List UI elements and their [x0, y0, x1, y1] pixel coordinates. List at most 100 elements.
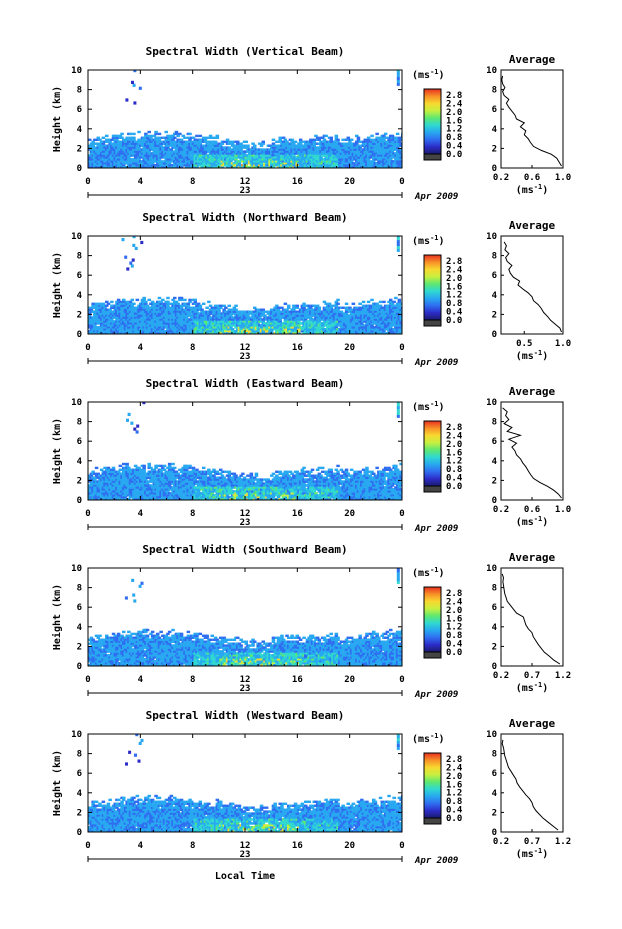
heatmap-cell: [120, 308, 124, 311]
heatmap-cell: [373, 326, 378, 329]
heatmap-cell: [222, 328, 226, 331]
heatmap-cell: [101, 154, 106, 157]
heatmap-cell: [116, 310, 121, 313]
heatmap-cell: [162, 166, 167, 168]
heatmap-cell: [387, 138, 391, 141]
heatmap-cell: [399, 154, 402, 157]
avg-y-tick-label: 10: [486, 232, 497, 242]
heatmap-cell: [186, 158, 191, 161]
heatmap-cell: [229, 326, 233, 329]
heatmap-cell: [98, 150, 102, 153]
heatmap-cell: [375, 136, 379, 139]
heatmap-cell: [366, 300, 371, 304]
heatmap-cell: [174, 300, 179, 304]
heatmap-cell: [310, 322, 315, 325]
heatmap-cell: [127, 322, 131, 325]
heatmap-cell: [161, 324, 165, 327]
heatmap-cell: [123, 310, 128, 313]
heatmap-cell: [390, 310, 395, 313]
heatmap-cell: [353, 308, 357, 311]
heatmap-cell: [122, 152, 126, 155]
heatmap-cell: [387, 316, 391, 319]
heatmap-cell: [256, 308, 260, 311]
heatmap-cell: [370, 332, 374, 334]
heatmap-cell: [290, 138, 294, 141]
heatmap-cell: [361, 300, 366, 304]
heatmap-cell: [258, 312, 262, 315]
heatmap-cell: [111, 136, 116, 139]
heatmap-cell: [287, 304, 291, 307]
heatmap-cell: [324, 148, 328, 151]
heatmap-cell: [125, 98, 129, 102]
heatmap-cell: [278, 326, 282, 329]
heatmap-cell: [259, 164, 264, 167]
heatmap-cell: [133, 316, 138, 319]
heatmap-cell: [271, 138, 276, 141]
heatmap-cell: [93, 148, 97, 151]
heatmap-cell: [297, 324, 301, 327]
heatmap-cell: [244, 164, 248, 167]
heatmap-cell: [186, 146, 191, 149]
heatmap-cell: [239, 326, 243, 329]
heatmap-cell: [144, 302, 148, 305]
heatmap-cell: [312, 140, 316, 143]
heatmap-cell: [220, 148, 225, 151]
heatmap-cell: [190, 152, 194, 155]
heatmap-cell: [348, 154, 352, 157]
heatmap-cell: [314, 134, 318, 138]
heatmap-cell: [159, 300, 163, 304]
heatmap-cell: [213, 304, 218, 307]
x-tick-label: 0: [85, 177, 90, 187]
heatmap-cell: [188, 300, 192, 304]
heatmap-cell: [171, 314, 175, 317]
heatmap-cell: [295, 310, 299, 313]
heatmap-cell: [93, 164, 97, 167]
heatmap-cell: [134, 246, 138, 250]
heatmap-cell: [186, 310, 191, 313]
heatmap-cell: [89, 474, 94, 477]
heatmap-cell: [281, 152, 286, 155]
heatmap-cell: [118, 326, 123, 329]
heatmap-cell: [239, 146, 243, 149]
heatmap-cell: [144, 150, 148, 153]
heatmap-cell: [302, 302, 306, 305]
heatmap-cell: [394, 140, 398, 143]
heatmap-cell: [288, 316, 293, 319]
heatmap-cell: [389, 326, 393, 329]
y-tick-label: 6: [77, 105, 82, 115]
heatmap-cell: [179, 140, 184, 143]
heatmap-cell: [115, 136, 119, 139]
heatmap-cell: [222, 304, 226, 307]
heatmap-cell: [173, 296, 177, 300]
heatmap-cell: [358, 312, 362, 315]
heatmap-cell: [399, 166, 402, 168]
x-tick-label: 8: [190, 343, 195, 353]
heatmap-cell: [219, 144, 223, 147]
heatmap-cell: [355, 322, 359, 325]
y-tick-label: 6: [77, 271, 82, 281]
heatmap-cell: [217, 308, 221, 311]
heatmap-cell: [173, 136, 177, 139]
heatmap-cell: [227, 322, 231, 325]
heatmap-cell: [212, 328, 216, 331]
average-title: Average: [509, 219, 556, 232]
heatmap-cell: [173, 302, 177, 305]
heatmap-cell: [232, 322, 237, 325]
heatmap-cell: [348, 142, 352, 145]
heatmap-cell: [239, 144, 243, 147]
average-x-label: (ms-1): [516, 349, 549, 362]
heatmap-cell: [389, 158, 393, 161]
heatmap-cell: [167, 158, 172, 161]
heatmap-cell: [232, 162, 237, 165]
heatmap-cell: [361, 162, 366, 165]
heatmap-cell: [399, 142, 402, 145]
heatmap-cell: [271, 142, 276, 145]
heatmap-cell: [366, 308, 371, 311]
heatmap-cell: [292, 304, 296, 307]
heatmap-cell: [179, 306, 184, 309]
heatmap-cell: [382, 314, 386, 317]
heatmap-cell: [382, 134, 386, 138]
heatmap-cell: [128, 300, 133, 304]
heatmap-cell: [259, 326, 264, 329]
heatmap-cell: [110, 318, 114, 321]
